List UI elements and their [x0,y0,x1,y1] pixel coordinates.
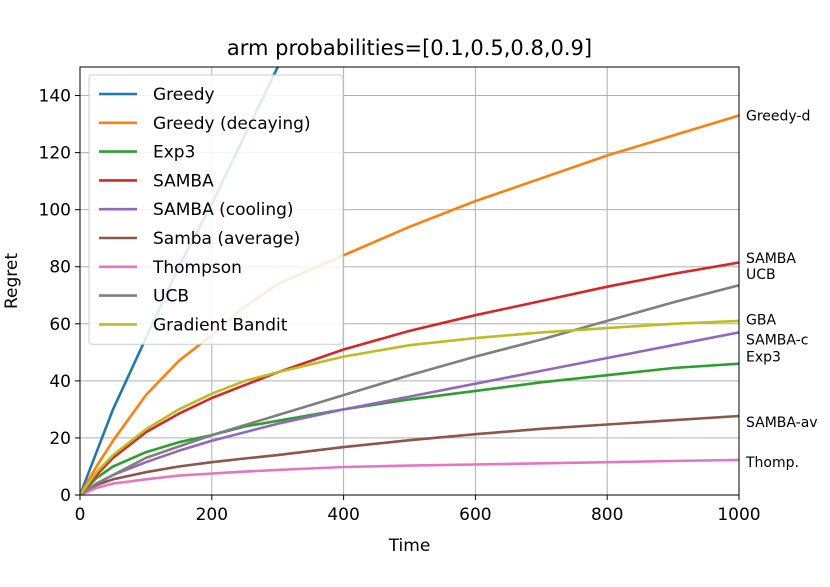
grid [79,67,740,496]
series-line-samba-average [80,414,739,495]
axis-ticks: 0 200 400 600 800 1000 0 20 40 60 80 100 120 140 [39,87,761,525]
end-label: Exp3 [746,350,781,366]
y-tick-label: 100 [39,201,71,221]
y-axis-label: Regret [2,253,22,309]
series-line-exp3 [80,362,739,495]
legend-label: Exp3 [153,143,195,163]
legend-label: Greedy [153,85,215,105]
end-label: Greedy-d [746,109,810,125]
end-label: SAMBA-av [746,415,818,431]
end-label: GBA [746,313,776,329]
x-tick-label: 200 [196,505,228,525]
legend-label: SAMBA (cooling) [153,200,294,220]
series-line-gradient-bandit [80,319,739,495]
legend-label: Greedy (decaying) [153,114,311,134]
x-axis-label: Time [388,536,431,556]
x-tick-label: 600 [459,505,491,525]
end-label: SAMBA [746,251,796,267]
legend-box [88,74,344,345]
legend-label: SAMBA [153,171,214,191]
end-label: SAMBA-c [746,332,808,348]
y-tick-label: 20 [49,429,71,449]
x-tick-label: 400 [327,505,359,525]
y-tick-label: 40 [49,372,71,392]
y-tick-label: 120 [39,144,71,164]
y-tick-label: 60 [49,315,71,335]
chart-title: arm probabilities=[0.1,0.5,0.8,0.9] [227,36,592,60]
series-line-ucb [80,284,739,495]
y-tick-label: 0 [60,486,71,506]
x-tick-label: 800 [591,505,623,525]
end-label: UCB [746,267,776,283]
x-tick-label: 1000 [717,505,760,525]
legend-label: Samba (average) [153,229,300,249]
legend: Greedy Greedy (decaying) Exp3 SAMBA SAMBA (c… [88,74,344,345]
x-tick-label: 0 [75,505,86,525]
series-line-thompson [80,458,739,495]
end-label: Thomp. [745,455,799,471]
y-tick-label: 80 [49,258,71,278]
legend-label: UCB [153,287,189,307]
plot-frame [79,66,740,496]
legend-label: Gradient Bandit [153,315,288,335]
y-tick-label: 140 [39,87,71,107]
legend-label: Thompson [152,258,242,278]
